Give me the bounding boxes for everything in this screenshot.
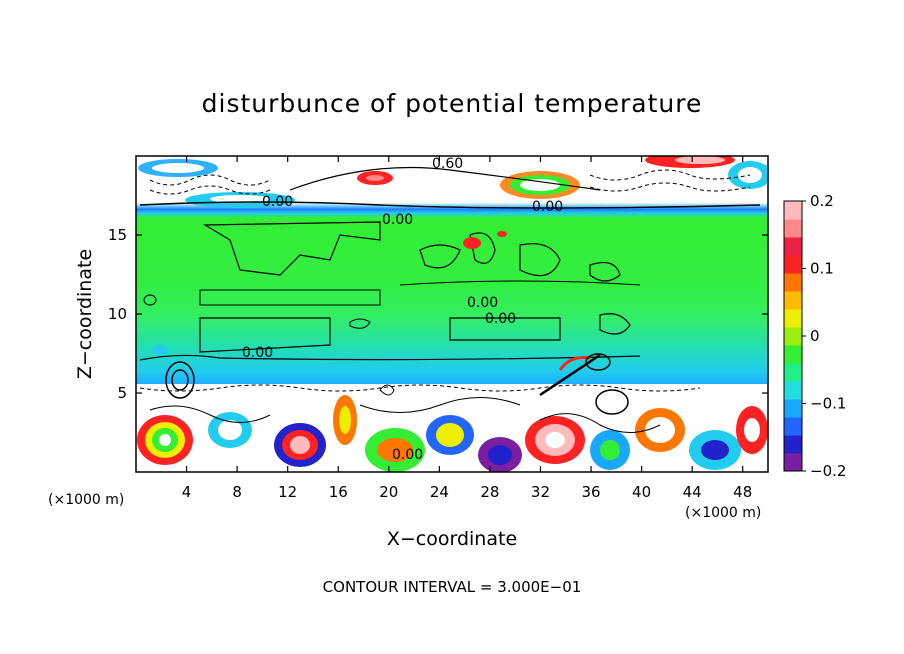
x-unit-left: (×1000 m) — [48, 492, 124, 508]
plot-area — [136, 156, 768, 472]
x-tick-label: 24 — [430, 483, 449, 501]
colorbar-tick-label: 0.2 — [810, 192, 834, 210]
colorbar-swatch — [784, 327, 802, 346]
x-tick-label: 36 — [581, 483, 600, 501]
colorbar-swatch — [784, 255, 802, 274]
contour-label: 0.60 — [432, 156, 463, 172]
colorbar-swatch — [784, 345, 802, 364]
x-tick-label: 12 — [278, 483, 297, 501]
x-tick-label: 8 — [232, 483, 242, 501]
x-tick-label: 4 — [182, 483, 192, 501]
colorbar: 0.2 0.1 0 −0.1 −0.2 — [783, 192, 846, 480]
x-tick-label: 48 — [733, 483, 752, 501]
y-tick-label: 10 — [108, 305, 127, 323]
colorbar-swatch — [784, 399, 802, 418]
contour-label: 0.00 — [485, 311, 516, 327]
colorbar-swatch — [784, 201, 802, 220]
colorbar-tick-label: −0.2 — [810, 462, 846, 480]
contour-label: 0.00 — [382, 212, 413, 228]
colorbar-tick-label: 0 — [810, 327, 820, 345]
y-tick-label: 15 — [108, 226, 127, 244]
x-tick-label: 32 — [531, 483, 550, 501]
middle-layer-features — [136, 221, 768, 415]
contour-interval-note: CONTOUR INTERVAL = 3.000E−01 — [323, 578, 582, 596]
colorbar-swatch — [784, 381, 802, 400]
colorbar-swatch — [784, 273, 802, 292]
x-unit-right: (×1000 m) — [685, 505, 761, 521]
contour-label: 0.00 — [467, 295, 498, 311]
colorbar-swatch — [784, 291, 802, 310]
contour-label: 0.00 — [392, 447, 423, 463]
colorbar-swatch — [784, 417, 802, 436]
x-tick-label: 20 — [379, 483, 398, 501]
x-axis-label: X−coordinate — [387, 528, 517, 550]
colorbar-swatch — [784, 435, 802, 454]
x-tick-label: 16 — [329, 483, 348, 501]
lower-layer-features — [137, 384, 768, 472]
upper-layer-features — [138, 156, 768, 209]
chart-title: disturbunce of potential temperature — [202, 89, 703, 118]
colorbar-swatch — [784, 309, 802, 328]
x-tick-label: 44 — [683, 483, 702, 501]
contour-label: 0.00 — [262, 194, 293, 210]
colorbar-tick-label: −0.1 — [810, 395, 846, 413]
contour-label: 0.00 — [242, 345, 273, 361]
colorbar-swatch — [784, 453, 802, 472]
colorbar-tick-label: 0.1 — [810, 260, 834, 278]
y-tick-label: 5 — [117, 384, 127, 402]
y-axis-label: Z−coordinate — [74, 249, 96, 379]
x-tick-label: 40 — [632, 483, 651, 501]
colorbar-swatch — [784, 219, 802, 238]
x-tick-label: 28 — [480, 483, 499, 501]
colorbar-swatch — [784, 363, 802, 382]
y-axis: 5 10 15 — [108, 226, 768, 402]
x-axis: 4 8 12 16 20 24 28 32 36 40 44 48 — [182, 156, 752, 501]
colorbar-swatch — [784, 237, 802, 256]
contour-label: 0.00 — [532, 199, 563, 215]
